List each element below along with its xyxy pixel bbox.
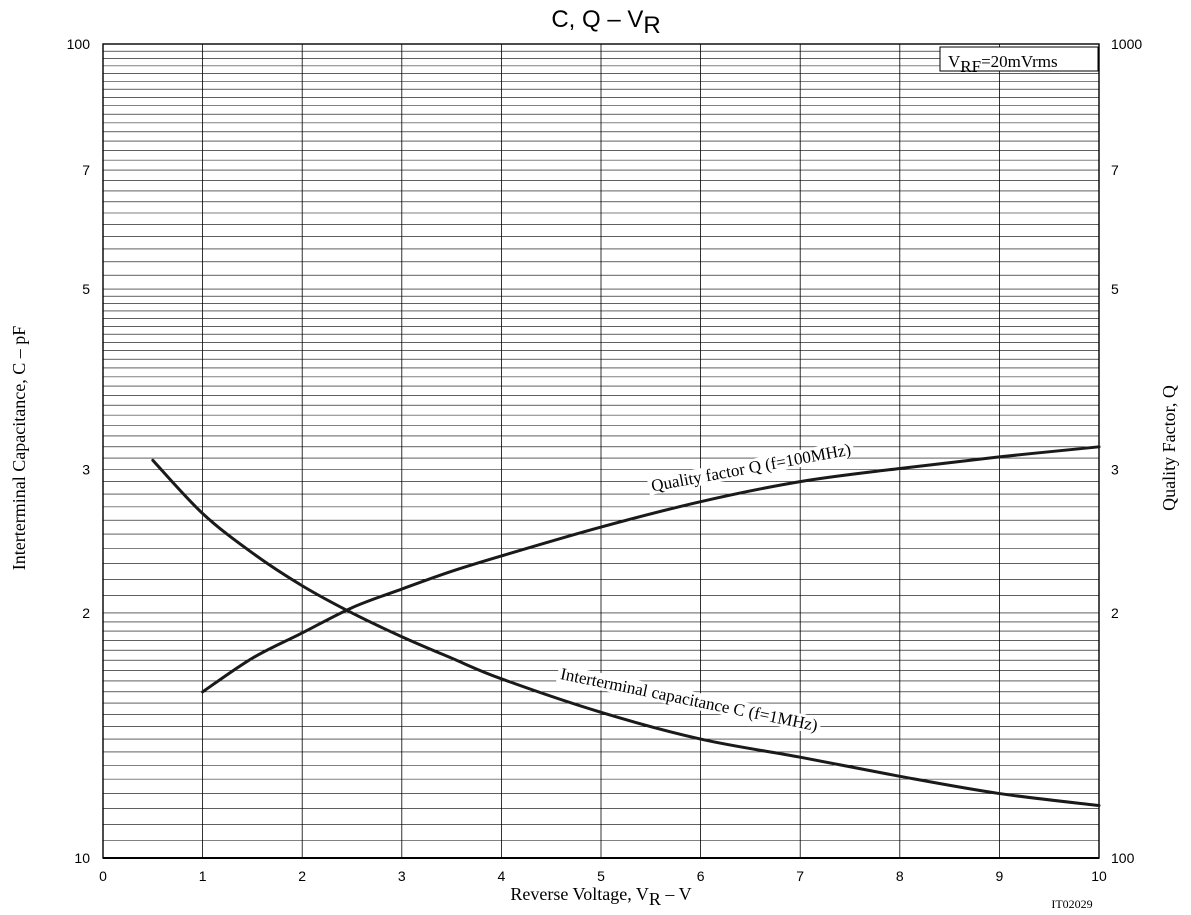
y-left-tick-label: 10 xyxy=(74,850,90,866)
grid xyxy=(103,44,1099,858)
y-right-tick-label: 1000 xyxy=(1111,36,1142,52)
x-tick-label: 5 xyxy=(597,868,605,884)
quality-factor-curve-label: Quality factor Q (f=100MHz) xyxy=(650,440,853,496)
x-tick-label: 3 xyxy=(398,868,406,884)
chart-title-main: C, Q – V xyxy=(551,6,643,33)
y-left-tick-label: 5 xyxy=(82,281,90,297)
x-axis-label-main: Reverse Voltage, V xyxy=(510,884,648,904)
chart-title: C, Q – VR xyxy=(551,6,660,39)
x-tick-label: 1 xyxy=(199,868,207,884)
x-axis-label: Reverse Voltage, VR – V xyxy=(510,884,691,909)
capacitance-curve xyxy=(153,460,1099,805)
x-tick-label: 2 xyxy=(298,868,306,884)
x-tick-label: 6 xyxy=(697,868,705,884)
x-axis-label-sub: R xyxy=(649,889,661,909)
x-tick-label: 8 xyxy=(896,868,904,884)
y-axis-label-left: Interterminal Capacitance, C – pF xyxy=(9,326,29,570)
x-axis-label-unit: – V xyxy=(661,884,692,904)
condition-label-main: V xyxy=(948,52,961,71)
x-tick-label: 7 xyxy=(796,868,804,884)
y-left-tick-label: 100 xyxy=(67,36,91,52)
y-right-tick-label: 100 xyxy=(1111,850,1135,866)
y-right-tick-label: 3 xyxy=(1111,462,1119,478)
y-left-tick-label: 3 xyxy=(82,462,90,478)
condition-label-value: =20mVrms xyxy=(981,52,1058,71)
figure-id: IT02029 xyxy=(1051,897,1092,911)
y-axis-label-right: Quality Factor, Q xyxy=(1159,385,1179,511)
x-tick-label: 10 xyxy=(1091,868,1107,884)
chart-title-sub: R xyxy=(643,12,660,39)
y-right-tick-label: 5 xyxy=(1111,281,1119,297)
x-tick-label: 4 xyxy=(498,868,506,884)
y-left-tick-label: 2 xyxy=(82,605,90,621)
x-tick-label: 9 xyxy=(996,868,1004,884)
condition-label-sub: RF xyxy=(960,57,981,76)
y-right-tick-label: 2 xyxy=(1111,605,1119,621)
y-left-tick-label: 7 xyxy=(82,162,90,178)
x-tick-label: 0 xyxy=(99,868,107,884)
y-right-tick-label: 7 xyxy=(1111,162,1119,178)
capacitance-curve-label: Interterminal capacitance C (f=1MHz) xyxy=(559,664,820,735)
